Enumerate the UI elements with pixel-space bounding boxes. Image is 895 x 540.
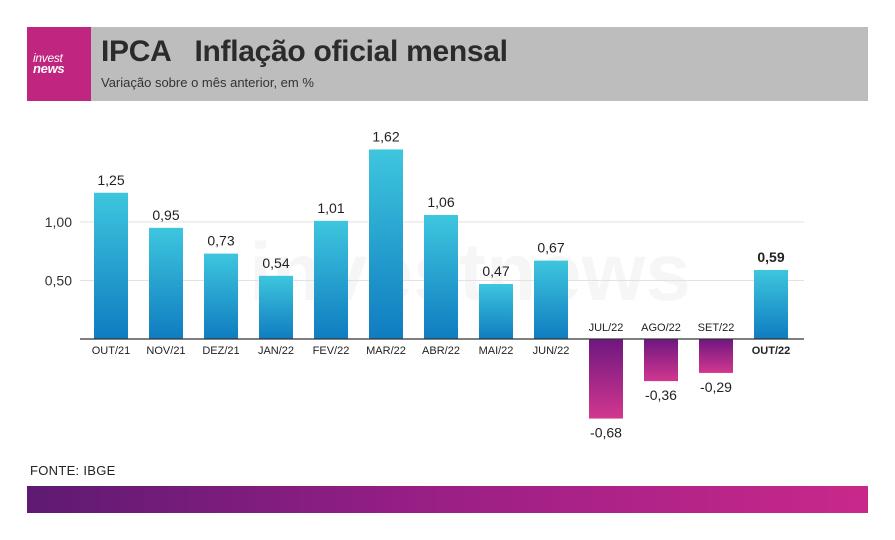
x-tick-label: ABR/22 [422, 345, 460, 357]
bar [424, 214, 458, 339]
footer-gradient-bar [27, 486, 868, 513]
bar [94, 192, 128, 339]
logo-text-top: invest [33, 51, 63, 65]
x-tick-label: OUT/22 [752, 345, 791, 357]
value-label: 1,01 [317, 200, 344, 216]
value-label: -0,36 [645, 387, 677, 403]
bar [259, 275, 293, 339]
x-tick-label: JAN/22 [258, 345, 294, 357]
x-tick-label: NOV/21 [146, 345, 185, 357]
chart-title: IPCA Inflação oficial mensal [101, 35, 508, 68]
chart-header: invest news IPCA Inflação oficial mensal… [27, 27, 868, 101]
bar [204, 253, 238, 339]
bar [149, 227, 183, 339]
value-label: 1,25 [97, 172, 124, 188]
x-tick-label: FEV/22 [313, 345, 350, 357]
value-label: 0,95 [152, 207, 179, 223]
investnews-logo: invest news [27, 27, 91, 101]
value-label: -0,68 [590, 425, 622, 441]
x-tick-label: MAR/22 [366, 345, 406, 357]
logo-text-bottom: news [33, 61, 65, 76]
y-tick-label: 1,00 [45, 214, 72, 230]
value-label: 0,73 [207, 233, 234, 249]
bar [644, 339, 678, 382]
value-label: 1,06 [427, 194, 454, 210]
x-tick-label: JUN/22 [533, 345, 570, 357]
x-tick-label: MAI/22 [479, 345, 514, 357]
value-label: 0,59 [757, 249, 784, 265]
bar [699, 339, 733, 373]
bar [314, 220, 348, 339]
y-tick-label: 0,50 [45, 273, 72, 289]
bar [479, 284, 513, 339]
bar [754, 269, 788, 339]
value-label: 0,47 [482, 263, 509, 279]
x-tick-label: SET/22 [698, 322, 735, 334]
source-note: FONTE: IBGE [30, 463, 116, 478]
value-label: 1,62 [372, 128, 399, 144]
x-tick-label: JUL/22 [589, 322, 624, 334]
x-tick-label: OUT/21 [92, 345, 131, 357]
x-tick-label: AGO/22 [641, 322, 681, 334]
value-label: 0,54 [262, 255, 289, 271]
bar [534, 260, 568, 339]
bar [369, 149, 403, 339]
value-label: -0,29 [700, 379, 732, 395]
x-tick-label: DEZ/21 [202, 345, 239, 357]
bar [589, 339, 623, 419]
chart-subtitle: Variação sobre o mês anterior, em % [101, 75, 314, 90]
value-label: 0,67 [537, 240, 564, 256]
